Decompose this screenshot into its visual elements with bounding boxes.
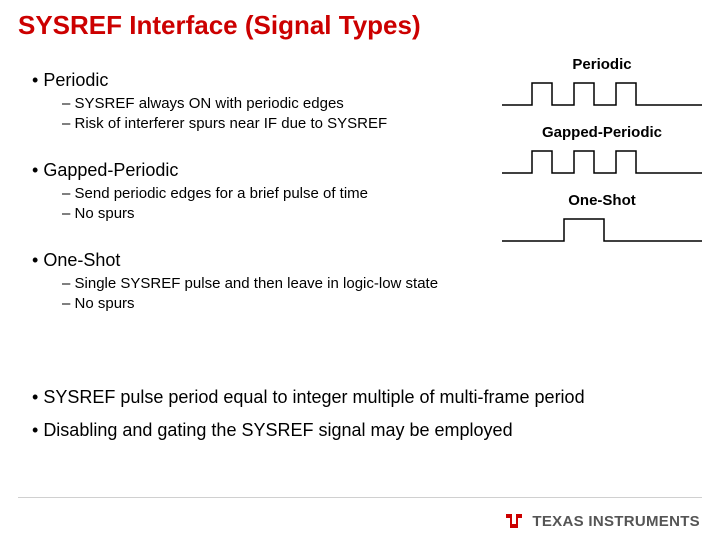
waveform-gapped-periodic: Gapped-Periodic [502, 124, 702, 182]
footer-company: TEXAS INSTRUMENTS [532, 513, 700, 530]
bullet-sub: Send periodic edges for a brief pulse of… [62, 185, 462, 202]
waveform-svg [502, 211, 702, 245]
bullet-note: SYSREF pulse period equal to integer mul… [32, 387, 672, 408]
waveform-diagrams: Periodic Gapped-Periodic One-Shot [502, 56, 702, 260]
ti-logo-icon [504, 510, 526, 532]
waveform-one-shot: One-Shot [502, 192, 702, 250]
waveform-svg [502, 75, 702, 109]
footer: TEXAS INSTRUMENTS [504, 510, 700, 532]
footer-divider [18, 497, 702, 498]
waveform-label: One-Shot [502, 192, 702, 209]
waveform-periodic: Periodic [502, 56, 702, 114]
bullet-sub: No spurs [62, 295, 462, 312]
notes-section: SYSREF pulse period equal to integer mul… [32, 375, 672, 445]
bullet-heading: Gapped-Periodic [32, 160, 462, 181]
bullet-heading: One-Shot [32, 250, 462, 271]
slide: SYSREF Interface (Signal Types) Periodic… [0, 0, 720, 540]
content-body: Periodic SYSREF always ON with periodic e… [32, 58, 462, 315]
bullet-sub: SYSREF always ON with periodic edges [62, 95, 462, 112]
waveform-label: Gapped-Periodic [502, 124, 702, 141]
bullet-sub: No spurs [62, 205, 462, 222]
bullet-sub: Risk of interferer spurs near IF due to … [62, 115, 462, 132]
bullet-sub: Single SYSREF pulse and then leave in lo… [62, 275, 462, 292]
waveform-label: Periodic [502, 56, 702, 73]
bullet-note: Disabling and gating the SYSREF signal m… [32, 420, 672, 441]
waveform-svg [502, 143, 702, 177]
bullet-heading: Periodic [32, 70, 462, 91]
slide-title: SYSREF Interface (Signal Types) [18, 10, 421, 41]
